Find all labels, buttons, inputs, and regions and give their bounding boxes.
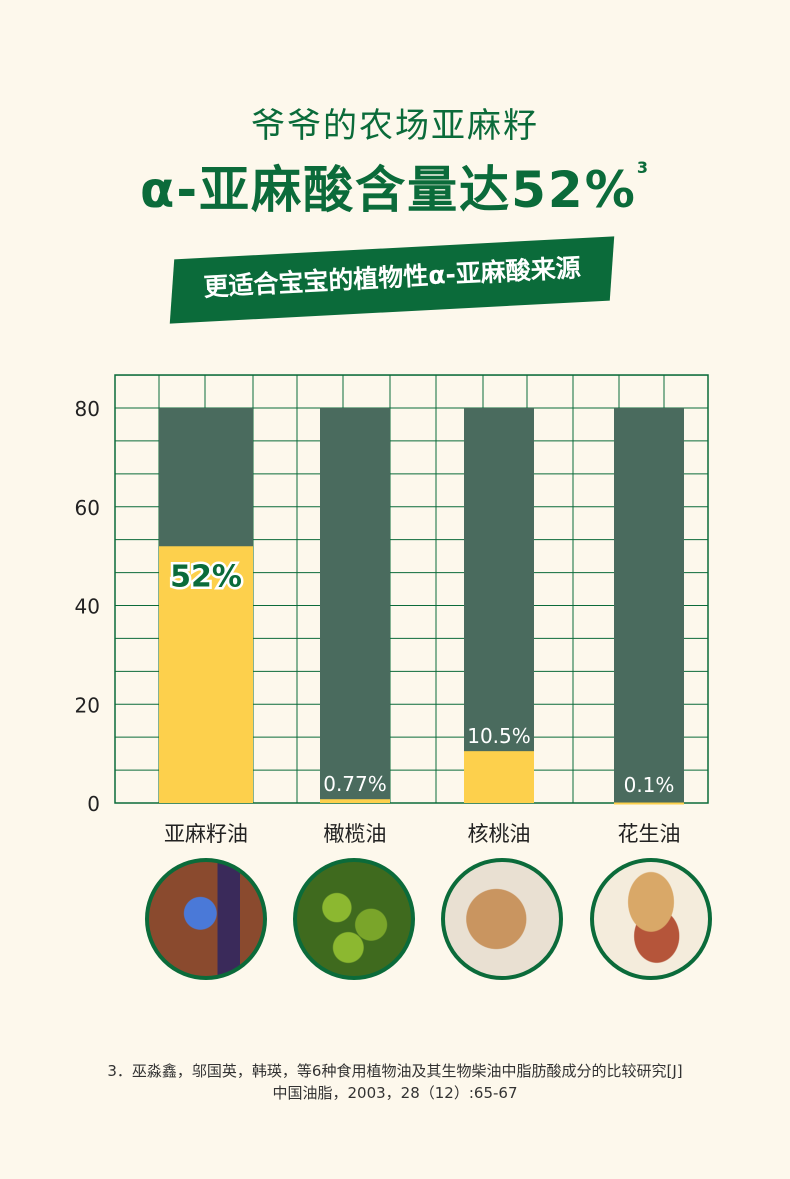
bar-value — [320, 799, 390, 803]
bar-background — [464, 408, 534, 803]
walnut-image — [441, 858, 563, 980]
data-label: 52% — [170, 559, 242, 594]
plot-frame — [114, 374, 709, 804]
bar-background — [320, 408, 390, 803]
y-tick-label: 0 — [87, 792, 100, 816]
y-tick-label: 60 — [75, 496, 100, 520]
bar-value — [159, 546, 253, 803]
flaxseed-oil-image — [145, 858, 267, 980]
category-label: 亚麻籽油 — [164, 822, 248, 846]
reference-line1: 3．巫淼鑫，邬国英，韩瑛，等6种食用植物油及其生物柴油中脂肪酸成分的比较研究[J… — [107, 1062, 683, 1080]
y-tick-label: 20 — [75, 693, 100, 717]
y-tick-label: 80 — [75, 397, 100, 421]
peanut-image — [590, 858, 712, 980]
bar-value — [464, 751, 534, 803]
reference-line2: 中国油脂，2003，28（12）:65-67 — [272, 1084, 518, 1102]
category-label: 核桃油 — [467, 822, 531, 846]
bar-value — [614, 802, 684, 805]
headline-text: α-亚麻酸含量达52% — [140, 161, 637, 219]
category-label: 橄榄油 — [323, 822, 387, 846]
y-tick-label: 40 — [75, 595, 100, 619]
data-label: 10.5% — [467, 724, 531, 748]
bar-chart: 0 20 40 60 80 52% 0.77% 10.5% 0.1% — [75, 374, 709, 816]
title: 爷爷的农场亚麻籽 — [251, 106, 539, 146]
category-label: 花生油 — [617, 822, 681, 846]
data-label: 0.77% — [323, 772, 387, 796]
olive-image — [293, 858, 415, 980]
footnote-ref: 3 — [636, 158, 650, 177]
data-label: 0.1% — [624, 773, 675, 797]
bar-background — [614, 408, 684, 803]
headline: α-亚麻酸含量达52%3 — [0, 150, 790, 222]
